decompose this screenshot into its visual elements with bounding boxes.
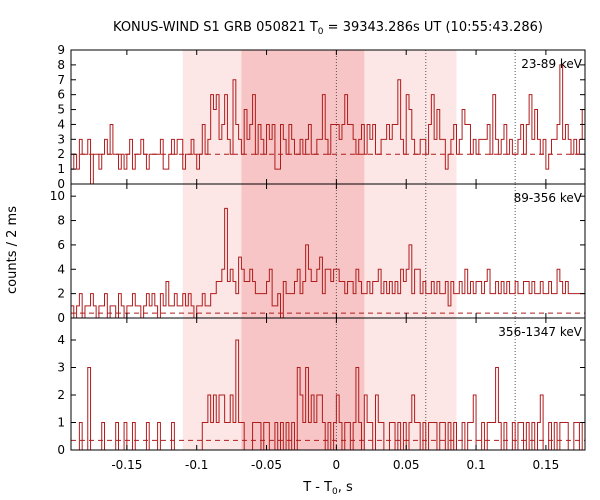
y-tick-label: 4: [57, 117, 65, 131]
shaded-interval-inner: [241, 318, 365, 450]
y-tick-label: 6: [57, 88, 65, 102]
x-tick-label: -0.1: [185, 458, 208, 472]
title-suffix: = 39343.286s UT (10:55:43.286): [324, 20, 543, 35]
y-tick-label: 4: [57, 262, 65, 276]
panel-2: 0 2 4 6 8 10 89-356 keV: [50, 183, 586, 325]
y-tick-label: 2: [57, 147, 65, 161]
y-tick-label: 1: [57, 416, 65, 430]
chart-title: KONUS-WIND S1 GRB 050821 T0 = 39343.286s…: [113, 20, 543, 37]
shaded-interval-inner: [241, 50, 365, 184]
y-tick-label: 9: [57, 43, 65, 57]
xlabel-subscript: 0: [332, 487, 338, 497]
y-tick-label: 7: [57, 73, 65, 87]
title-prefix: KONUS-WIND S1 GRB 050821 T: [113, 20, 318, 35]
y-tick-label: 0: [57, 177, 65, 191]
x-axis-label: T - T0, s: [302, 480, 353, 497]
title-subscript: 0: [318, 27, 324, 37]
y-tick-label: 5: [57, 103, 65, 117]
y-tick-label: 1: [57, 162, 65, 176]
y-tick-label: 4: [57, 333, 65, 347]
y-axis-label: counts / 2 ms: [5, 206, 20, 294]
x-tick-label: 0: [333, 458, 341, 472]
xlabel-suffix: , s: [338, 480, 353, 495]
count-histogram: [71, 64, 585, 185]
y-tick-label: 0: [57, 311, 65, 325]
count-histogram: [71, 207, 585, 319]
panel-3: 0 1 2 3 4 356-1347 keV: [57, 317, 586, 457]
x-tick-label: 0.1: [467, 458, 486, 472]
x-tick-label: -0.05: [251, 458, 282, 472]
y-tick-label: 6: [57, 238, 65, 252]
y-tick-label: 2: [57, 388, 65, 402]
energy-band-label: 356-1347 keV: [498, 325, 582, 339]
x-tick-label: 0.05: [393, 458, 420, 472]
y-tick-label: 3: [57, 361, 65, 375]
x-tick-label: -0.15: [111, 458, 142, 472]
shaded-interval-inner: [241, 184, 365, 318]
panel-frame: [70, 317, 586, 451]
y-tick-label: 0: [57, 443, 65, 457]
x-tick-label: 0.15: [533, 458, 560, 472]
y-tick-label: 2: [57, 287, 65, 301]
y-tick-label: 3: [57, 132, 65, 146]
y-tick-label: 10: [50, 189, 65, 203]
energy-band-label: 23-89 keV: [521, 57, 583, 71]
y-tick-label: 8: [57, 214, 65, 228]
xlabel-prefix: T - T: [302, 480, 332, 495]
energy-band-label: 89-356 keV: [514, 191, 583, 205]
y-tick-label: 8: [57, 58, 65, 72]
